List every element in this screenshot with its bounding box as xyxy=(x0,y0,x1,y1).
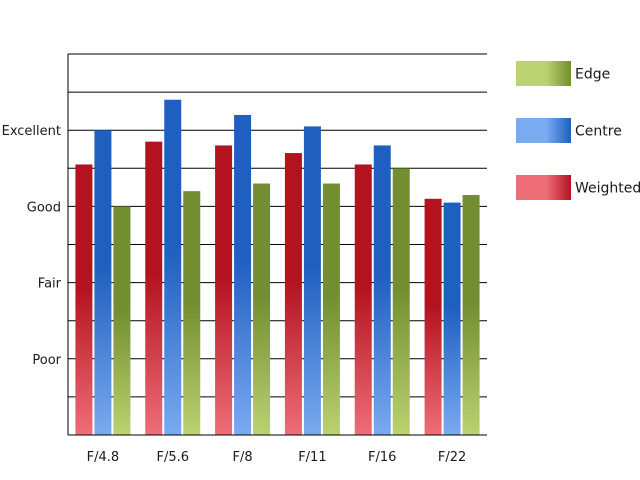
x-tick-label: F/22 xyxy=(438,450,466,465)
bar-centre-f48 xyxy=(94,130,112,435)
x-tick-label: F/4.8 xyxy=(87,450,120,465)
legend: Edge Centre Weighted xyxy=(516,61,640,200)
legend-label-weighted: Weighted xyxy=(575,181,640,197)
bar-centre-f16 xyxy=(373,145,391,435)
bar-edge-f22 xyxy=(462,194,480,435)
bars xyxy=(75,99,480,436)
bar-weighted-f11 xyxy=(284,153,302,435)
bar-centre-f8 xyxy=(234,114,252,436)
bar-edge-f16 xyxy=(392,168,410,436)
y-tick-label: Good xyxy=(27,200,61,215)
y-tick-label: Poor xyxy=(32,353,61,368)
bar-edge-f48 xyxy=(113,206,131,435)
bar-centre-f11 xyxy=(303,126,321,435)
bar-edge-f56 xyxy=(183,191,201,435)
axes: Poor Fair Good Excellent F/4.8 F/5.6 F/8 F/11 F/… xyxy=(2,54,487,465)
legend-swatch-weighted xyxy=(516,175,571,200)
bar-weighted-f48 xyxy=(75,164,93,436)
bar-edge-f8 xyxy=(253,183,271,435)
legend-swatch-centre xyxy=(516,118,571,143)
y-tick-label: Fair xyxy=(38,277,62,292)
legend-swatch-edge xyxy=(516,61,571,86)
bar-edge-f11 xyxy=(322,183,340,435)
bar-weighted-f8 xyxy=(215,145,233,435)
bar-centre-f56 xyxy=(164,99,182,435)
bar-centre-f22 xyxy=(443,202,461,435)
y-tick-label: Excellent xyxy=(2,124,61,139)
x-tick-label: F/8 xyxy=(233,450,253,465)
grid xyxy=(68,53,487,398)
legend-label-centre: Centre xyxy=(575,124,622,140)
legend-label-edge: Edge xyxy=(575,67,610,83)
bar-weighted-f16 xyxy=(354,164,372,436)
x-tick-label: F/16 xyxy=(368,450,396,465)
bar-weighted-f56 xyxy=(145,141,163,435)
x-tick-label: F/5.6 xyxy=(156,450,189,465)
x-tick-label: F/11 xyxy=(298,450,326,465)
bar-weighted-f22 xyxy=(424,198,442,435)
